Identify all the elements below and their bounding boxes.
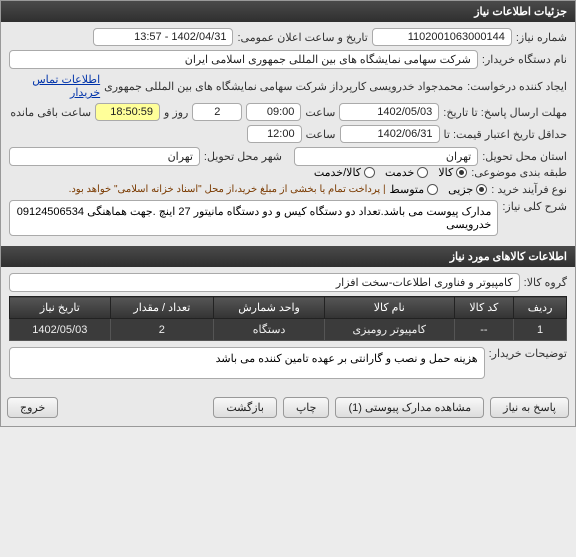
- days-field: 2: [192, 103, 242, 121]
- row-deadline: مهلت ارسال پاسخ: تا تاریخ: 1402/05/03 سا…: [9, 103, 567, 121]
- need-number-label: شماره نیاز:: [516, 31, 567, 44]
- device-name-field: شرکت سهامی نمایشگاه های بین المللی جمهور…: [9, 50, 478, 69]
- process-note: | پرداخت تمام یا بخشی از مبلغ خرید،از مح…: [69, 184, 386, 195]
- th-unit: واحد شمارش: [214, 297, 325, 319]
- row-process: نوع فرآیند خرید : جزیی متوسط | پرداخت تم…: [9, 183, 567, 196]
- radio-dot-goods: [456, 167, 467, 178]
- main-body: شماره نیاز: 1102001063000144 تاریخ و ساع…: [1, 22, 575, 246]
- td-qty: 2: [110, 319, 213, 341]
- contact-link[interactable]: اطلاعات تماس خریدار: [9, 73, 100, 99]
- td-unit: دستگاه: [214, 319, 325, 341]
- row-need-number: شماره نیاز: 1102001063000144 تاریخ و ساع…: [9, 28, 567, 46]
- th-name: نام کالا: [325, 297, 455, 319]
- city-label: شهر محل تحویل:: [204, 150, 282, 163]
- back-button[interactable]: بازگشت: [213, 397, 277, 418]
- radio-medium-label: متوسط: [390, 183, 425, 196]
- row-subject-class: طبقه بندی موضوعی: کالا خدمت کالا/خدمت: [9, 166, 567, 179]
- desc-label: شرح کلی نیاز:: [502, 200, 567, 213]
- radio-goods-label: کالا: [438, 166, 453, 179]
- buyer-notes-label: توضیحات خریدار:: [489, 347, 567, 360]
- requester-label: ایجاد کننده درخواست:: [467, 80, 567, 93]
- th-qty: تعداد / مقدار: [110, 297, 213, 319]
- th-index: ردیف: [514, 297, 567, 319]
- row-buyer-notes: توضیحات خریدار: هزینه حمل و نصب و گارانت…: [9, 347, 567, 379]
- validity-label: حداقل تاریخ اعتبار قیمت: تا: [444, 128, 567, 141]
- time-label-1: ساعت: [305, 106, 335, 119]
- attachments-button[interactable]: مشاهده مدارک پیوستی (1): [335, 397, 484, 418]
- td-name: کامپیوتر رومیزی: [325, 319, 455, 341]
- days-label: روز و: [164, 106, 188, 119]
- row-desc: شرح کلی نیاز: مدارک پیوست می باشد.تعداد …: [9, 200, 567, 236]
- announce-label: تاریخ و ساعت اعلان عمومی:: [237, 31, 367, 44]
- radio-goods-service-label: کالا/خدمت: [314, 166, 361, 179]
- time-label-2: ساعت: [306, 128, 336, 141]
- deadline-time-field: 09:00: [246, 103, 301, 121]
- radio-dot-medium: [427, 184, 438, 195]
- button-row: پاسخ به نیاز مشاهده مدارک پیوستی (1) چاپ…: [1, 389, 575, 426]
- td-index: 1: [514, 319, 567, 341]
- print-button[interactable]: چاپ: [283, 397, 330, 418]
- main-header: جزئیات اطلاعات نیاز: [1, 1, 575, 22]
- province-field: تهران: [294, 147, 478, 166]
- announce-field: 1402/04/31 - 13:57: [93, 28, 233, 46]
- goods-table: ردیف کد کالا نام کالا واحد شمارش تعداد /…: [9, 296, 567, 341]
- table-row[interactable]: 1 -- کامپیوتر رومیزی دستگاه 2 1402/05/03: [10, 319, 567, 341]
- deadline-label: مهلت ارسال پاسخ: تا تاریخ:: [443, 106, 567, 119]
- row-location: استان محل تحویل: تهران شهر محل تحویل: ته…: [9, 147, 567, 166]
- radio-dot-goods-service: [364, 167, 375, 178]
- validity-date-field: 1402/06/31: [340, 125, 440, 143]
- table-header-row: ردیف کد کالا نام کالا واحد شمارش تعداد /…: [10, 297, 567, 319]
- radio-partial-label: جزیی: [448, 183, 473, 196]
- goods-header: اطلاعات کالاهای مورد نیاز: [1, 246, 575, 267]
- requester-value: محمدجواد خدرویسی کارپرداز شرکت سهامی نما…: [104, 80, 463, 93]
- row-device: نام دستگاه خریدار: شرکت سهامی نمایشگاه ه…: [9, 50, 567, 69]
- buyer-notes-text: هزینه حمل و نصب و گارانتی بر عهده تامین …: [9, 347, 485, 379]
- validity-time-field: 12:00: [247, 125, 302, 143]
- radio-medium[interactable]: متوسط: [390, 183, 439, 196]
- process-radio-group: جزیی متوسط: [390, 183, 488, 196]
- subject-class-label: طبقه بندی موضوعی:: [471, 166, 567, 179]
- radio-dot-partial: [476, 184, 487, 195]
- device-name-label: نام دستگاه خریدار:: [482, 53, 567, 66]
- radio-goods-service[interactable]: کالا/خدمت: [314, 166, 375, 179]
- row-requester: ایجاد کننده درخواست: محمدجواد خدرویسی کا…: [9, 73, 567, 99]
- row-group: گروه کالا: کامپیوتر و فناوری اطلاعات-سخت…: [9, 273, 567, 292]
- goods-body: گروه کالا: کامپیوتر و فناوری اطلاعات-سخت…: [1, 267, 575, 389]
- th-code: کد کالا: [454, 297, 514, 319]
- desc-text: مدارک پیوست می باشد.تعداد دو دستگاه کیس …: [9, 200, 498, 236]
- td-date: 1402/05/03: [10, 319, 111, 341]
- group-label: گروه کالا:: [524, 276, 567, 289]
- city-field: تهران: [9, 147, 200, 166]
- exit-button[interactable]: خروج: [7, 397, 58, 418]
- radio-partial[interactable]: جزیی: [448, 183, 487, 196]
- deadline-date-field: 1402/05/03: [339, 103, 439, 121]
- countdown-field: 18:50:59: [95, 103, 160, 121]
- remaining-label: ساعت باقی مانده: [10, 106, 91, 119]
- answer-button[interactable]: پاسخ به نیاز: [490, 397, 569, 418]
- td-code: --: [454, 319, 514, 341]
- group-field: کامپیوتر و فناوری اطلاعات-سخت افزار: [9, 273, 520, 292]
- radio-service-label: خدمت: [385, 166, 414, 179]
- subject-radio-group: کالا خدمت کالا/خدمت: [314, 166, 467, 179]
- main-panel: جزئیات اطلاعات نیاز شماره نیاز: 11020010…: [0, 0, 576, 427]
- province-label: استان محل تحویل:: [482, 150, 567, 163]
- radio-goods[interactable]: کالا: [438, 166, 467, 179]
- radio-service[interactable]: خدمت: [385, 166, 428, 179]
- row-validity: حداقل تاریخ اعتبار قیمت: تا 1402/06/31 س…: [9, 125, 567, 143]
- th-date: تاریخ نیاز: [10, 297, 111, 319]
- process-label: نوع فرآیند خرید :: [491, 183, 567, 196]
- need-number-field: 1102001063000144: [372, 28, 512, 46]
- radio-dot-service: [417, 167, 428, 178]
